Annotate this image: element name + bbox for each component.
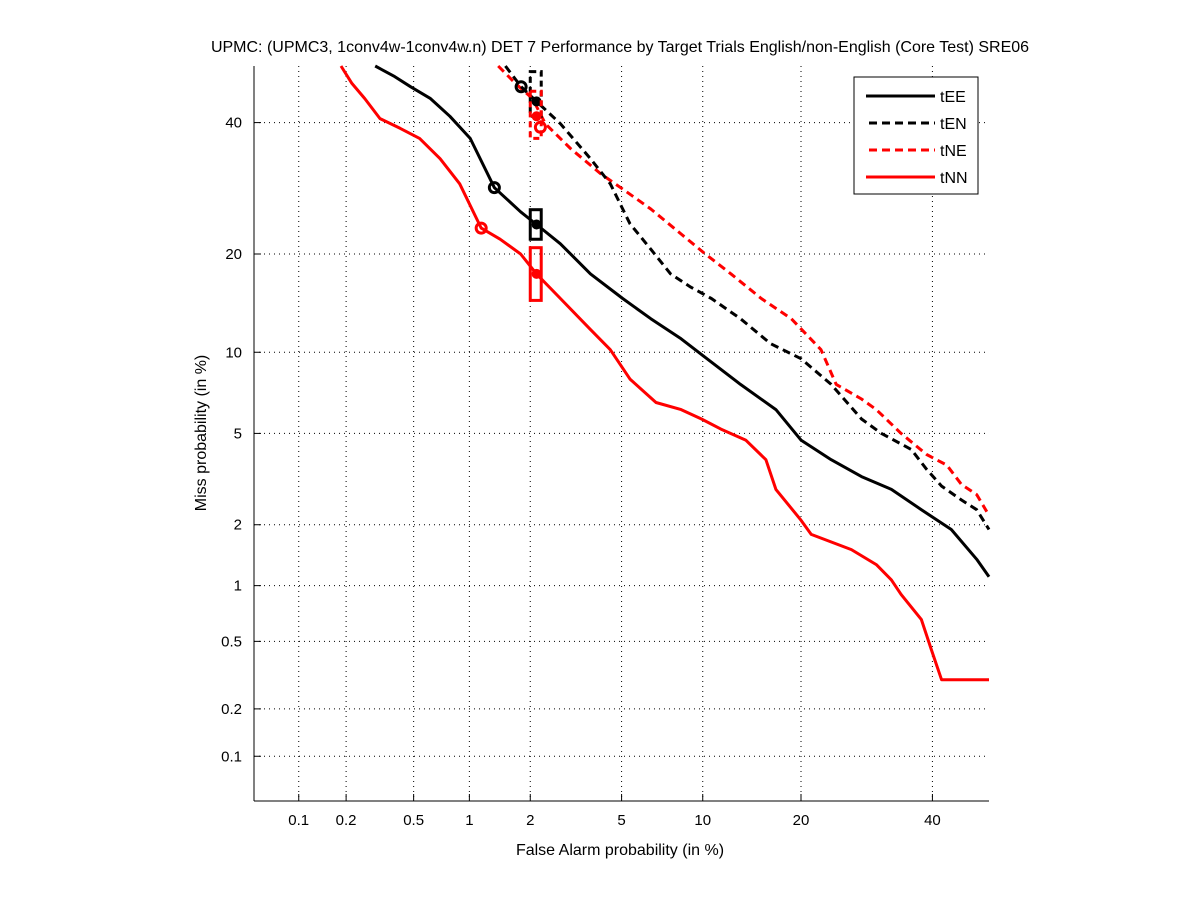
x-tick-label: 40 xyxy=(924,812,941,829)
series-line-tEE xyxy=(374,64,991,578)
chart-title: UPMC: (UPMC3, 1conv4w-1conv4w.n) DET 7 P… xyxy=(211,39,1029,56)
legend-label-tNE: tNE xyxy=(940,143,967,160)
x-tick-label: 1 xyxy=(465,812,473,829)
min-dcf-marker-tNE xyxy=(533,120,547,134)
min-dcf-marker-tEE xyxy=(487,181,501,195)
conf-box-tEN xyxy=(528,70,543,118)
legend-label-tNN: tNN xyxy=(940,170,968,187)
y-tick-label: 5 xyxy=(234,425,242,442)
x-tick-label: 0.5 xyxy=(403,812,424,829)
y-tick-label: 1 xyxy=(234,578,242,595)
y-tick-label: 40 xyxy=(225,115,242,132)
legend-label-tEE: tEE xyxy=(940,89,966,106)
min-dcf-marker-tEN xyxy=(514,80,528,94)
act-dcf-marker-tNN xyxy=(531,268,542,279)
x-tick-label: 20 xyxy=(793,812,810,829)
y-axis-label: Miss probability (in %) xyxy=(193,355,210,511)
x-tick-label: 2 xyxy=(526,812,534,829)
x-tick-label: 10 xyxy=(694,812,711,829)
act-dcf-marker-tEE xyxy=(531,219,542,230)
x-axis-label: False Alarm probability (in %) xyxy=(516,842,724,859)
series-line-tNE xyxy=(497,64,989,513)
y-tick-label: 10 xyxy=(225,344,242,361)
legend: tEE tEN tNE tNN xyxy=(853,76,979,195)
series-line-tEN xyxy=(504,65,991,531)
x-tick-label: 5 xyxy=(617,812,625,829)
series-group xyxy=(339,64,991,682)
y-tick-label: 20 xyxy=(225,246,242,263)
y-tick-label: 0.5 xyxy=(221,633,242,650)
act-dcf-marker-tEN xyxy=(531,96,542,107)
act-dcf-marker-tNE xyxy=(531,111,542,122)
x-ticks: 0.1 0.2 0.5 1 2 5 10 20 40 xyxy=(288,794,941,829)
markers-group xyxy=(474,70,547,302)
y-tick-label: 0.1 xyxy=(221,748,242,765)
min-dcf-marker-tNN xyxy=(474,221,488,235)
x-tick-label: 0.1 xyxy=(288,812,309,829)
y-tick-label: 0.2 xyxy=(221,701,242,718)
x-tick-label: 0.2 xyxy=(336,812,357,829)
series-line-tNN xyxy=(339,65,989,682)
legend-label-tEN: tEN xyxy=(940,116,967,133)
y-ticks: 0.1 0.2 0.5 1 2 5 10 20 40 xyxy=(221,115,261,765)
y-tick-label: 2 xyxy=(234,517,242,534)
